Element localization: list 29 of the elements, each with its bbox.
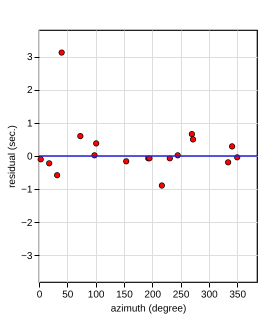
x-axis-title: azimuth (degree) bbox=[110, 304, 186, 314]
x-tick-label: 350 bbox=[229, 290, 246, 300]
y-tick-label: 0 bbox=[26, 152, 33, 162]
x-tick-label: 300 bbox=[201, 290, 218, 300]
y-tick-label: −2 bbox=[21, 218, 33, 229]
x-tick-label: 150 bbox=[116, 290, 134, 300]
y-axis-title: residual (sec.) bbox=[7, 125, 18, 188]
x-tick-label: 50 bbox=[62, 290, 74, 300]
point bbox=[188, 131, 195, 138]
point bbox=[225, 159, 232, 166]
point bbox=[123, 158, 130, 164]
point bbox=[77, 133, 84, 140]
y-tick-label: −1 bbox=[21, 184, 33, 196]
x-tick-label: 100 bbox=[88, 290, 105, 300]
x-tick-label: 0 bbox=[36, 290, 43, 300]
y-tick-label: −3 bbox=[21, 250, 33, 262]
y-tick-label: 3 bbox=[26, 52, 33, 64]
point bbox=[158, 182, 165, 189]
x-tick-label: 250 bbox=[172, 290, 190, 300]
point bbox=[54, 172, 60, 178]
point bbox=[38, 156, 44, 162]
point bbox=[93, 140, 100, 146]
x-tick-label: 200 bbox=[144, 290, 162, 300]
point bbox=[228, 143, 236, 150]
y-tick-label: 2 bbox=[26, 85, 33, 96]
point bbox=[46, 160, 52, 166]
y-tick-label: 1 bbox=[26, 118, 33, 130]
point bbox=[190, 136, 196, 143]
point bbox=[58, 49, 65, 56]
